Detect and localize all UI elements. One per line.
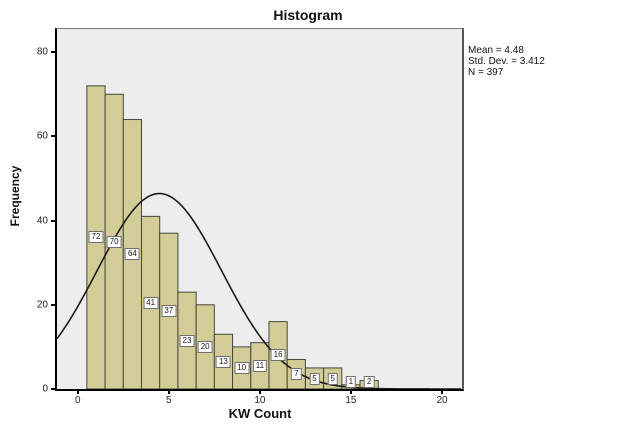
- stats-annotation: Mean = 4.48 Std. Dev. = 3.412 N = 397: [468, 45, 545, 78]
- bar-count-label: 11: [252, 359, 268, 372]
- y-axis-tick: [51, 219, 55, 222]
- x-axis-tick-label: 5: [166, 395, 172, 406]
- x-axis-title: KW Count: [228, 406, 292, 421]
- x-axis-tick-label: 15: [345, 395, 357, 406]
- y-axis-tick-label: 20: [36, 299, 48, 311]
- bar-count-label: 5: [309, 372, 320, 385]
- stat-mean: Mean = 4.48: [468, 45, 524, 56]
- plot-area: 72 70 64 41 37 23 20 13 10 11 16 7 5 5 1 2: [55, 28, 464, 391]
- bar-count-label: 70: [106, 235, 122, 248]
- x-axis-tick-label: 0: [75, 395, 81, 406]
- y-axis-tick-label: 0: [42, 383, 48, 395]
- bar-count-label: 20: [197, 340, 213, 353]
- x-axis-tick: [441, 390, 443, 394]
- stat-n: N = 397: [468, 67, 504, 78]
- x-axis-tick: [167, 390, 170, 394]
- x-axis-tick-label: 20: [436, 395, 448, 406]
- x-axis-tick: [349, 390, 352, 394]
- bar-count-label: 1: [345, 376, 357, 388]
- y-axis-tick-label: 60: [36, 130, 48, 142]
- x-axis-tick: [76, 390, 79, 394]
- bar-count-label: 37: [161, 305, 177, 318]
- bar-count-label: 64: [124, 248, 140, 261]
- x-axis-tick-label: 10: [254, 395, 266, 406]
- bar-count-label: 23: [179, 334, 195, 347]
- y-axis-tick: [51, 135, 55, 138]
- y-axis-tick: [51, 51, 55, 54]
- y-axis-tick-label: 40: [36, 215, 48, 227]
- y-axis-tick: [51, 303, 55, 306]
- bar-count-label: 10: [234, 361, 250, 374]
- bar-count-label: 16: [270, 349, 286, 362]
- bar-count-label: 72: [88, 231, 104, 244]
- bar-count-label: 7: [291, 368, 302, 381]
- histogram-plot-svg: [57, 29, 462, 389]
- bar-count-label: 2: [363, 376, 375, 388]
- stat-std-dev: Std. Dev. = 3.412: [468, 56, 545, 67]
- normal-curve: [57, 192, 462, 389]
- y-axis-tick-label: 80: [36, 46, 48, 58]
- bar-count-label: 13: [215, 355, 231, 368]
- x-axis-tick: [258, 390, 261, 394]
- y-axis-tick: [51, 388, 55, 390]
- chart-title: Histogram: [273, 7, 343, 23]
- bar-count-label: 41: [143, 296, 159, 309]
- bar-count-label: 5: [327, 372, 338, 385]
